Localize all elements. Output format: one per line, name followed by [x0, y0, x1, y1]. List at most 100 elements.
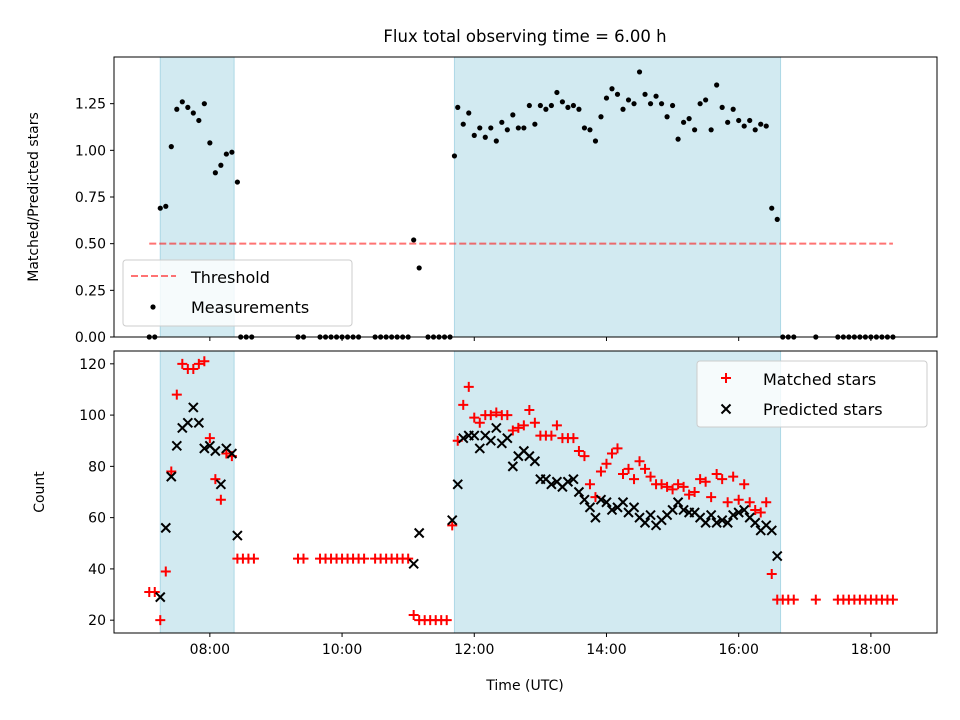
top-y-tick-label: 0.50: [75, 237, 106, 253]
bottom-legend-box: [696, 360, 928, 428]
matched-stars-point: [160, 566, 171, 577]
measurement-point: [614, 91, 621, 97]
measurement-point: [471, 132, 477, 138]
matched-stars-point: [733, 494, 744, 505]
matched-stars-point: [149, 586, 160, 597]
predicted-stars-point: [474, 443, 485, 454]
matched-stars-point: [524, 404, 535, 415]
measurement-point: [581, 125, 588, 131]
matched-stars-point: [689, 487, 700, 497]
measurement-point: [598, 114, 604, 120]
matched-stars-point: [684, 489, 695, 500]
predicted-stars-point: [413, 527, 425, 539]
matched-stars-point: [673, 479, 684, 490]
predicted-stars-point: [215, 479, 227, 490]
x-tick-label: 12:00: [454, 642, 494, 658]
measurement-point: [174, 106, 180, 112]
measurement-point: [625, 97, 632, 103]
x-tick-label: 10:00: [322, 642, 362, 658]
bottom-y-tick-label: 40: [88, 562, 106, 578]
matched-stars-legend-label: Matched stars: [763, 370, 876, 389]
matched-stars-point: [744, 497, 755, 508]
predicted-stars-point: [628, 502, 640, 513]
predicted-stars-point: [705, 509, 717, 521]
measurement-point: [521, 125, 527, 131]
measurement-point: [576, 106, 582, 112]
x-tick-label: 08:00: [190, 642, 230, 658]
predicted-stars-point: [546, 479, 557, 490]
measurement-point: [451, 153, 458, 159]
matched-stars-point: [403, 553, 414, 564]
measurement-point: [620, 106, 626, 112]
bottom-legend: Matched stars Predicted stars: [696, 360, 928, 428]
measurement-point: [747, 117, 753, 124]
matched-stars-point: [463, 381, 474, 392]
predicted-stars-point: [502, 432, 513, 444]
measurement-point: [179, 99, 185, 105]
predicted-stars-point: [226, 448, 238, 459]
matched-stars-point: [204, 433, 215, 444]
measurement-point: [603, 95, 610, 101]
matched-stars-point: [755, 507, 766, 518]
measurement-point: [548, 102, 554, 109]
measurement-point: [636, 69, 643, 75]
x-tick-label: 14:00: [586, 642, 626, 658]
predicted-stars-point: [529, 456, 541, 467]
x-tick-label: 16:00: [719, 642, 759, 658]
matched-stars-point: [656, 479, 667, 490]
measurement-point: [675, 136, 681, 142]
matched-stars-point: [177, 358, 188, 369]
predicted-stars-point: [188, 402, 199, 413]
predicted-stars-point: [469, 430, 480, 441]
matched-stars-point: [706, 492, 717, 503]
matched-stars-point: [551, 420, 562, 431]
measurement-point: [515, 125, 521, 131]
matched-stars-point: [248, 553, 259, 564]
predicted-stars-point: [639, 517, 651, 528]
matched-stars-point: [728, 471, 739, 482]
matched-stars-point: [700, 476, 711, 487]
threshold-legend-label: Threshold: [190, 268, 270, 287]
bottom-y-tick-label: 120: [79, 357, 106, 373]
matched-stars-point: [887, 594, 898, 605]
measurement-point: [708, 127, 714, 133]
measurement-point: [631, 101, 637, 107]
measurement-point: [680, 119, 687, 125]
measurement-point: [653, 93, 659, 99]
matched-stars-point: [640, 463, 651, 474]
predicted-stars-point: [711, 517, 722, 528]
bottom-y-tick-label: 100: [79, 408, 106, 424]
predicted-stars-point: [160, 522, 171, 534]
measurement-point: [669, 102, 676, 109]
measurement-point: [587, 127, 593, 133]
matched-stars-point: [215, 494, 226, 505]
measurement-point: [763, 123, 769, 129]
matched-stars-point: [722, 497, 733, 508]
measurement-point: [157, 205, 163, 211]
predicted-stars-point: [210, 445, 221, 457]
matched-stars-point: [601, 458, 612, 469]
measurement-point: [532, 121, 538, 127]
measurement-point: [482, 134, 488, 140]
measurement-point: [741, 123, 747, 129]
predicted-stars-point: [766, 525, 777, 536]
predicted-stars-point: [750, 517, 761, 528]
predicted-stars-point: [733, 507, 744, 518]
top-legend-box: [122, 259, 353, 327]
matched-stars-point: [766, 569, 777, 580]
predicted-stars-point: [672, 497, 684, 508]
matched-stars-point: [629, 474, 640, 485]
matched-stars-point: [408, 610, 419, 621]
measurement-point: [774, 216, 780, 222]
predicted-stars-point: [617, 497, 629, 508]
matched-stars-point: [502, 410, 513, 421]
measurement-point: [537, 102, 543, 109]
matched-stars-point: [595, 466, 606, 477]
matched-stars-point: [612, 443, 623, 454]
matched-stars-point: [529, 417, 540, 428]
predicted-stars-point: [584, 502, 596, 513]
top-y-tick-label: 1.25: [75, 97, 106, 113]
bottom-y-tick-label: 80: [88, 459, 106, 475]
top-y-tick-label: 0.25: [75, 283, 106, 299]
bottom-shaded-interval-1: [159, 350, 235, 634]
